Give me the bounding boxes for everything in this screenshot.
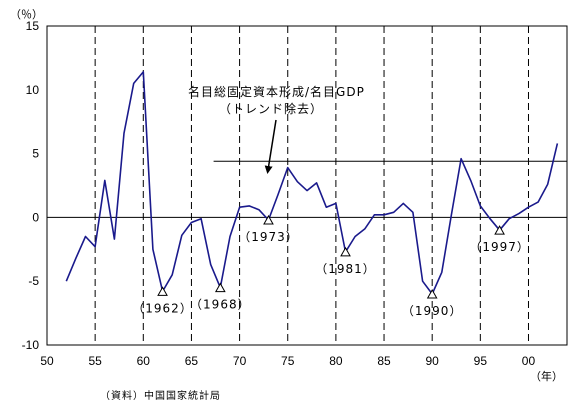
y-tick-label: -10 (22, 338, 40, 352)
x-tick-labels: 50 55 60 65 70 75 80 85 90 95 00 (40, 354, 535, 368)
y-tick-labels: -10 -5 0 5 10 15 (22, 19, 40, 352)
x-axis-unit: （年） (530, 369, 563, 383)
trough-label: （1990） (402, 304, 463, 318)
trough-marker (157, 286, 168, 296)
trough-marker (494, 225, 505, 235)
trough-label: （1962） (132, 301, 193, 315)
x-tick-label: 75 (281, 354, 295, 368)
trough-label: （1981） (315, 262, 376, 276)
title-arrow (264, 119, 277, 174)
chart-title: 名目総固定資本形成/名目GDP (188, 84, 365, 99)
chart-subtitle: （トレンド除去） (219, 101, 323, 116)
x-tick-label: 00 (522, 354, 536, 368)
plot-frame (46, 25, 568, 346)
trough-label: （1973） (238, 230, 299, 244)
x-tick-label: 55 (88, 354, 102, 368)
trough-marker (263, 214, 274, 225)
x-tick-label: 50 (40, 354, 54, 368)
x-tick-label: 95 (474, 354, 488, 368)
y-axis-unit: （％） (10, 8, 43, 21)
x-tick-label: 60 (137, 354, 151, 368)
source-note: （資料）中国国家統計局 (100, 389, 221, 402)
trough-labels: （1962）（1968） （1973） （1981） （1990） （1997） (132, 230, 530, 318)
x-tick-label: 65 (185, 354, 199, 368)
x-tick-label: 80 (329, 354, 343, 368)
y-tick-label: -5 (28, 274, 39, 288)
y-tick-label: 5 (32, 147, 39, 161)
trough-label: （1997） (469, 240, 530, 254)
grid-lines (94, 26, 529, 345)
trough-marker (426, 288, 438, 299)
series-group (65, 71, 559, 295)
trough-marker (214, 282, 226, 293)
x-tick-label: 85 (377, 354, 391, 368)
y-tick-label: 0 (32, 210, 39, 224)
x-tick-label: 90 (426, 354, 440, 368)
trough-label: （1968） (190, 298, 251, 312)
series-line (65, 71, 559, 295)
y-tick-label: 10 (26, 83, 40, 97)
y-tick-label: 15 (26, 19, 40, 33)
trough-markers (157, 214, 505, 299)
trough-marker (340, 246, 351, 257)
x-tick-label: 70 (233, 354, 247, 368)
